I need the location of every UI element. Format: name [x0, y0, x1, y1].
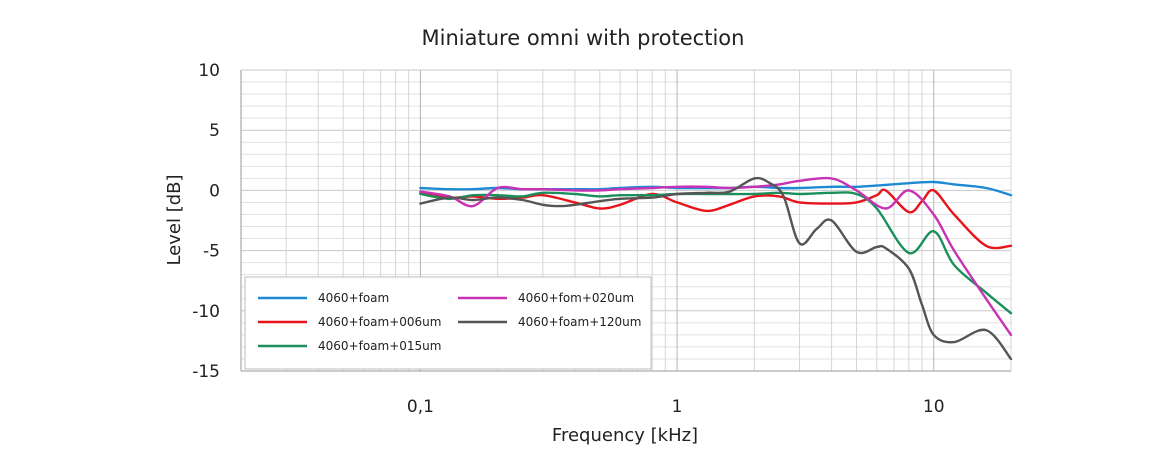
y-tick-label: -10	[192, 302, 220, 322]
series-line-4	[419, 176, 1013, 337]
y-tick-label: 5	[209, 121, 220, 141]
axes	[240, 70, 1011, 372]
series-lines	[419, 176, 1013, 361]
x-tick-label: 0,1	[407, 397, 434, 417]
y-tick-labels: 10 5 0 -5 -10 -15	[192, 61, 220, 382]
x-axis-label: Frequency [kHz]	[552, 425, 698, 446]
legend-box	[244, 276, 652, 370]
legend-label-1: 4060+foam	[318, 291, 389, 305]
y-tick-label: 0	[209, 181, 220, 201]
y-tick-label: 10	[198, 61, 220, 81]
legend-label-5: 4060+foam+120um	[518, 315, 641, 329]
legend-label-2: 4060+foam+006um	[318, 315, 441, 329]
chart-title: Miniature omni with protection	[422, 26, 745, 50]
x-tick-labels: 0,1 1 10	[407, 397, 945, 417]
x-tick-label: 10	[923, 397, 945, 417]
y-tick-label: -15	[192, 362, 220, 382]
series-line-5	[419, 176, 1013, 361]
y-axis-label: Level [dB]	[164, 174, 185, 265]
y-tick-label: -5	[203, 242, 220, 262]
legend-label-3: 4060+foam+015um	[318, 339, 441, 353]
x-tick-label: 1	[672, 397, 683, 417]
legend: 4060+foam 4060+foam+006um 4060+foam+015um 4…	[244, 276, 652, 370]
legend-label-4: 4060+fom+020um	[518, 291, 634, 305]
